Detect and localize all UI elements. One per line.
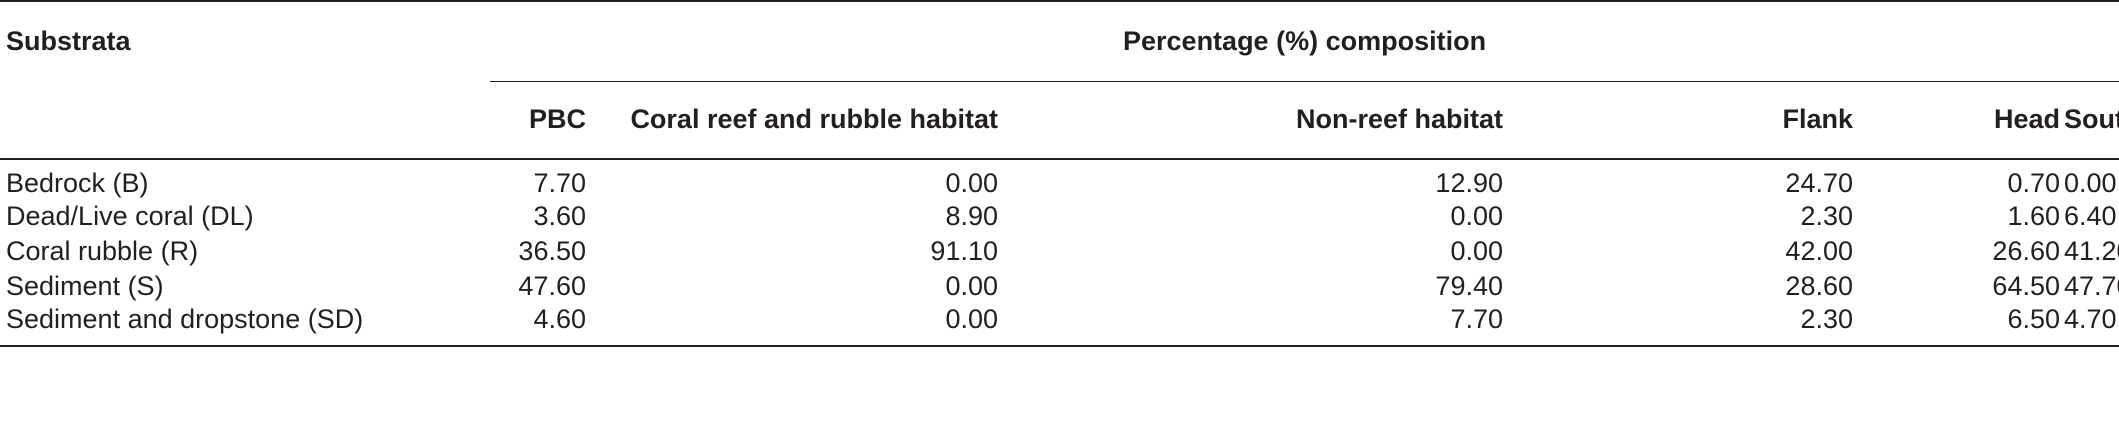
header-col-flank: Flank [1575, 81, 1857, 160]
table-row: Dead/Live coral (DL) 3.60 8.90 0.00 2.30… [0, 199, 2119, 234]
cell-flank: 28.60 [1785, 271, 1853, 301]
cell-pbc: 36.50 [518, 236, 586, 266]
header-empty-cell [0, 81, 490, 160]
table-row: Bedrock (B) 7.70 0.00 12.90 24.70 0.70 0… [0, 159, 2119, 199]
header-col-head: Head [1857, 81, 2064, 160]
row-label: Sediment and dropstone (SD) [0, 304, 490, 347]
header-percentage-composition: Percentage (%) composition [490, 0, 2119, 82]
row-label: Bedrock (B) [6, 168, 149, 198]
cell-coral-reef-rubble: 0.00 [945, 168, 998, 198]
cell-head: 0.70 [2007, 168, 2060, 198]
cell-pbc: 47.60 [518, 271, 586, 301]
header-row-group: Substrata Percentage (%) composition [0, 0, 2119, 82]
cell-south: 6.40 [2064, 201, 2117, 231]
data-table: Substrata Percentage (%) composition PBC… [0, 0, 2119, 347]
cell-coral-reef-rubble: 0.00 [586, 304, 1128, 347]
cell-flank: 24.70 [1785, 168, 1853, 198]
cell-coral-reef-rubble: 8.90 [945, 201, 998, 231]
cell-non-reef: 0.00 [1450, 236, 1503, 266]
cell-non-reef: 79.40 [1435, 271, 1503, 301]
cell-pbc: 4.60 [490, 304, 586, 347]
cell-south: 0.00 [2064, 168, 2117, 198]
row-label: Coral rubble (R) [6, 236, 199, 266]
row-label: Dead/Live coral (DL) [6, 201, 254, 231]
table-row: Coral rubble (R) 36.50 91.10 0.00 42.00 … [0, 234, 2119, 269]
cell-south: 4.70 [2064, 304, 2119, 347]
cell-flank: 2.30 [1575, 304, 1857, 347]
table-row: Sediment (S) 47.60 0.00 79.40 28.60 64.5… [0, 269, 2119, 304]
cell-head: 1.60 [2007, 201, 2060, 231]
header-col-non-reef: Non-reef habitat [1128, 81, 1575, 160]
header-substrata: Substrata [0, 0, 490, 81]
header-col-coral-reef-rubble: Coral reef and rubble habitat [586, 81, 1128, 160]
cell-flank: 2.30 [1800, 201, 1853, 231]
cell-pbc: 7.70 [533, 168, 586, 198]
cell-pbc: 3.60 [533, 201, 586, 231]
table-row: Sediment and dropstone (SD) 4.60 0.00 7.… [0, 304, 2119, 347]
cell-south: 47.70 [2064, 271, 2119, 301]
cell-non-reef: 0.00 [1450, 201, 1503, 231]
cell-south: 41.20 [2064, 236, 2119, 266]
header-col-south: South [2064, 81, 2119, 160]
cell-flank: 42.00 [1785, 236, 1853, 266]
cell-coral-reef-rubble: 91.10 [930, 236, 998, 266]
cell-head: 64.50 [1992, 271, 2060, 301]
cell-non-reef: 7.70 [1128, 304, 1575, 347]
cell-head: 6.50 [1857, 304, 2064, 347]
header-col-pbc: PBC [490, 81, 586, 160]
row-label: Sediment (S) [6, 271, 164, 301]
cell-coral-reef-rubble: 0.00 [945, 271, 998, 301]
header-row-columns: PBC Coral reef and rubble habitat Non-re… [0, 81, 2119, 160]
cell-head: 26.60 [1992, 236, 2060, 266]
cell-non-reef: 12.90 [1435, 168, 1503, 198]
